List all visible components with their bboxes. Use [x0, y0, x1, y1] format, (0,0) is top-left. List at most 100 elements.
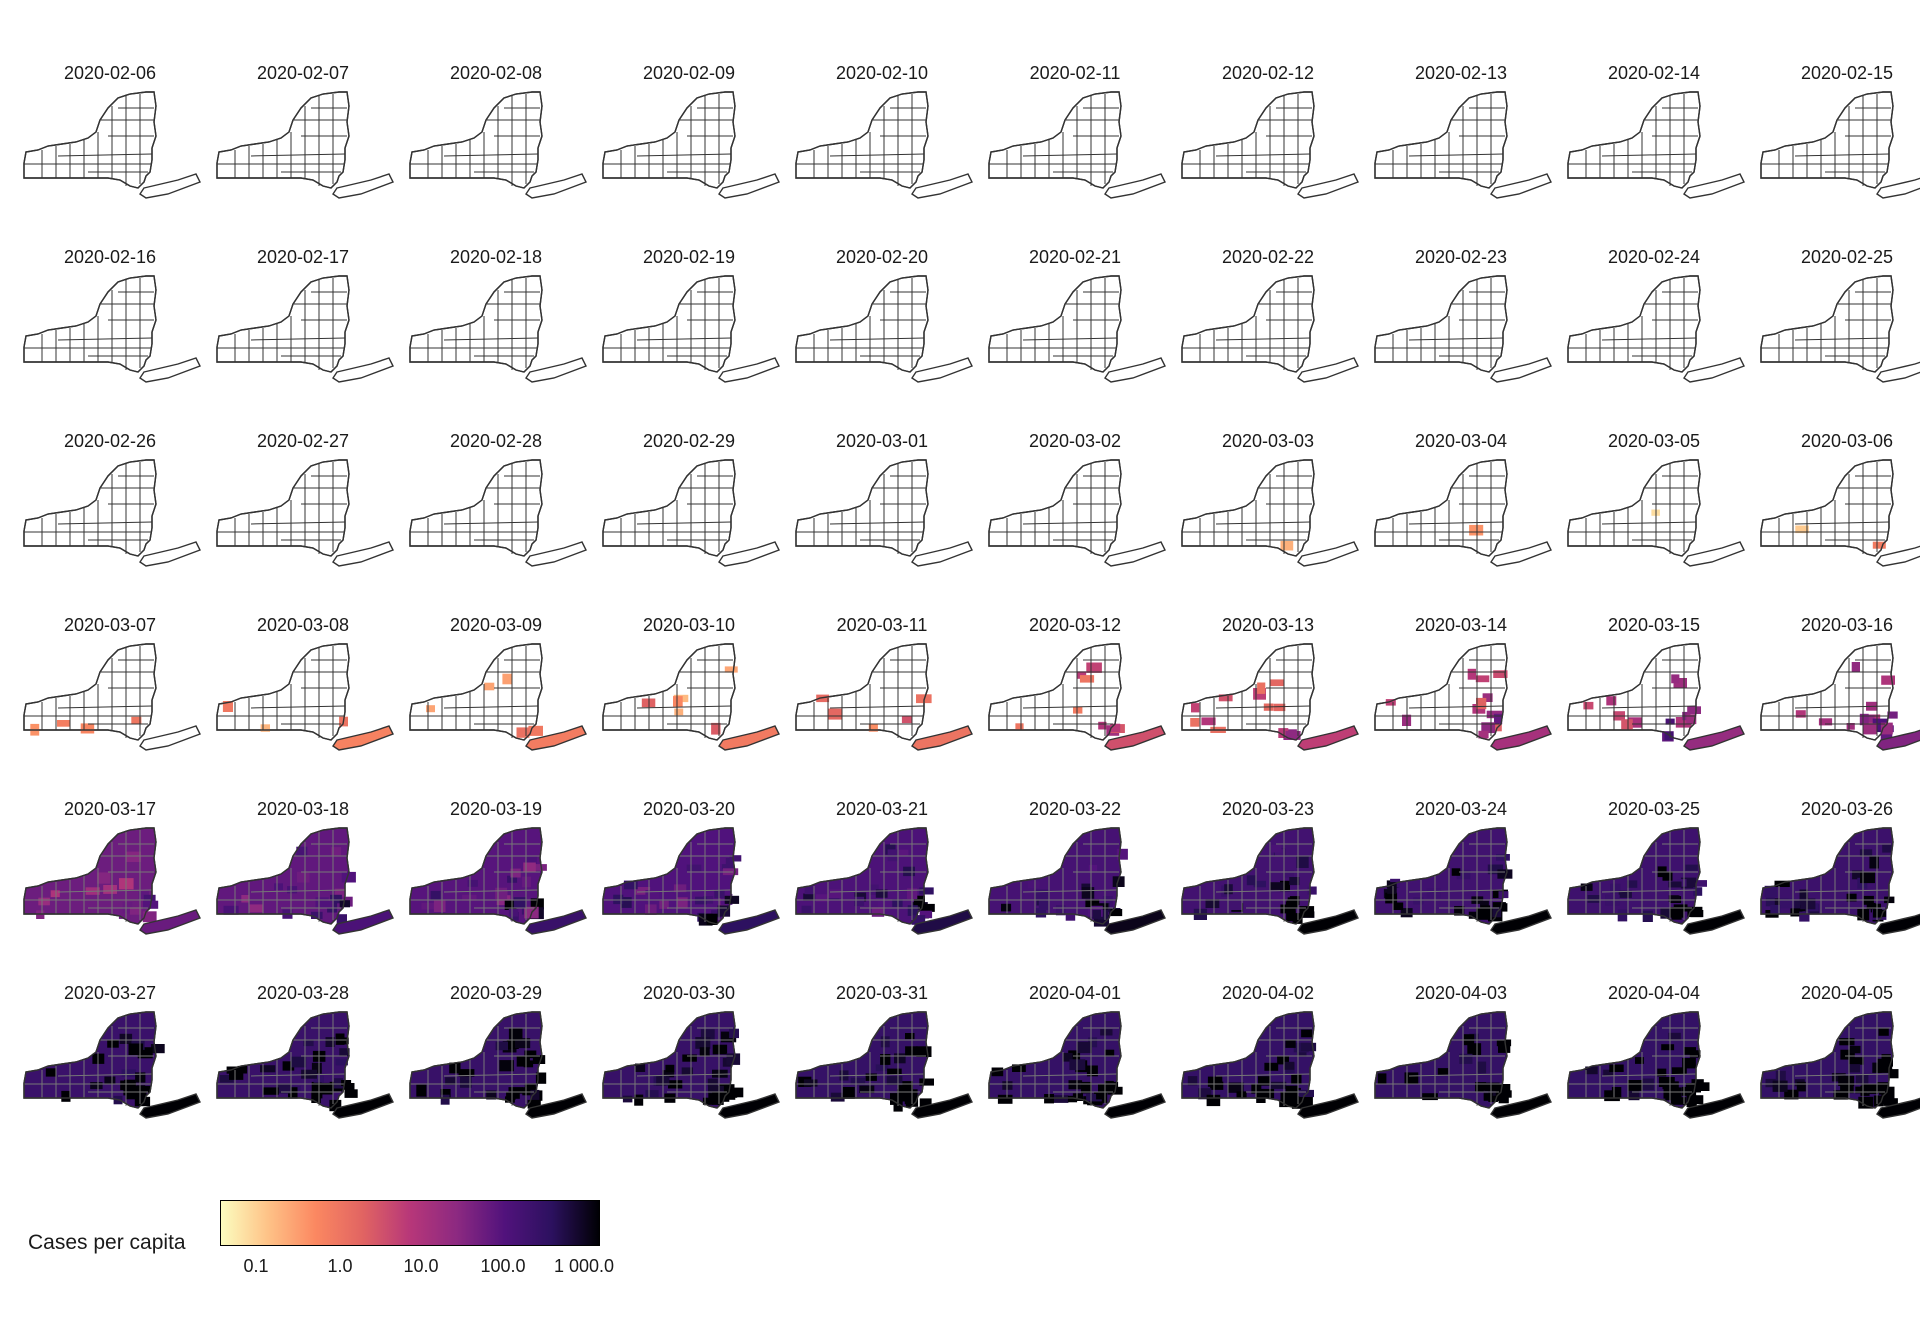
county-fill: [288, 1087, 298, 1099]
county-fill: [1300, 1042, 1317, 1052]
county-fill: [1392, 902, 1404, 910]
state-border: [1374, 91, 1508, 189]
county-fill: [1088, 1037, 1098, 1048]
county-fill: [1253, 880, 1266, 888]
long-island: [332, 357, 394, 383]
county-fill: [1671, 674, 1680, 684]
county-fill: [513, 897, 526, 908]
map-panel: 2020-02-11: [983, 62, 1167, 246]
county-fill: [1860, 872, 1875, 884]
state-map: [1567, 91, 1745, 199]
map-panel: 2020-03-01: [790, 430, 974, 614]
map-panel: 2020-04-05: [1755, 982, 1920, 1166]
county-fill: [1478, 730, 1489, 739]
state-border: [1181, 91, 1315, 189]
county-fill: [1852, 870, 1864, 880]
state-map: [1760, 275, 1920, 383]
county-fill: [1081, 1081, 1092, 1094]
map-panel: 2020-02-14: [1562, 62, 1746, 246]
county-fill: [1795, 525, 1809, 534]
county-fill: [123, 1086, 137, 1096]
county-border: [829, 889, 925, 893]
county-fill: [1385, 699, 1396, 706]
county-fill: [1849, 1045, 1861, 1054]
county-fill: [1846, 893, 1857, 902]
county-border: [636, 521, 732, 525]
state-map: [23, 827, 201, 935]
panel-date-label: 2020-03-12: [1028, 615, 1122, 635]
state-border: [409, 643, 543, 741]
state-border: [1374, 275, 1508, 373]
long-island: [718, 909, 780, 935]
map-panel: 2020-04-04: [1562, 982, 1746, 1166]
long-island: [718, 173, 780, 199]
county-fill: [1044, 1094, 1054, 1104]
map-panel: 2020-03-26: [1755, 798, 1920, 982]
state-border: [988, 827, 1122, 925]
county-fill: [336, 914, 347, 924]
county-fill: [325, 1037, 335, 1047]
county-fill: [816, 694, 830, 703]
county-fill: [1098, 721, 1107, 730]
map-panel: 2020-02-10: [790, 62, 974, 246]
state-outline: [795, 91, 929, 189]
county-border: [57, 705, 153, 709]
county-fill: [1677, 879, 1687, 887]
long-island: [332, 541, 394, 567]
county-fill: [522, 1087, 537, 1096]
county-fill: [287, 886, 298, 894]
state-map: [23, 1011, 201, 1119]
county-fill: [510, 868, 521, 878]
county-fill: [1687, 706, 1701, 714]
county-fill: [911, 915, 926, 925]
county-fill: [1301, 1029, 1313, 1038]
county-fill: [905, 1033, 915, 1040]
long-island: [1876, 361, 1920, 383]
county-fill: [319, 900, 334, 909]
county-fill: [1764, 885, 1778, 898]
map-panel: 2020-02-21: [983, 246, 1167, 430]
county-fill: [674, 708, 684, 716]
county-fill: [1258, 1076, 1271, 1086]
county-border: [1022, 337, 1118, 341]
county-fill: [1580, 883, 1593, 891]
county-fill: [724, 666, 738, 673]
panel-date-label: 2020-02-29: [642, 431, 736, 451]
county-fill: [1283, 870, 1294, 878]
county-fill: [426, 705, 435, 713]
county-border: [1408, 521, 1504, 525]
county-fill: [303, 1039, 314, 1047]
county-border: [829, 337, 925, 341]
county-fill: [1671, 1097, 1687, 1105]
county-fill: [339, 1083, 355, 1090]
county-fill: [1198, 1088, 1212, 1100]
county-fill: [898, 1081, 913, 1093]
panel-date-label: 2020-03-20: [642, 799, 736, 819]
county-fill: [1587, 895, 1600, 903]
long-island: [1683, 909, 1745, 935]
county-fill: [1218, 694, 1233, 702]
county-fill: [508, 1028, 523, 1040]
county-fill: [1300, 1097, 1313, 1109]
long-island: [1104, 909, 1166, 935]
state-outline: [409, 275, 543, 373]
state-map: [1567, 275, 1745, 383]
state-border: [216, 827, 350, 925]
state-border: [1374, 643, 1508, 741]
long-island: [139, 173, 201, 199]
county-fill: [1280, 1092, 1290, 1101]
map-panel: 2020-02-16: [18, 246, 202, 430]
map-panel: 2020-02-25: [1755, 246, 1920, 430]
map-panel: 2020-02-29: [597, 430, 781, 614]
panel-date-label: 2020-03-28: [256, 983, 350, 1003]
map-panel: 2020-03-11: [790, 614, 974, 798]
county-fill: [892, 1093, 908, 1102]
long-island: [718, 725, 780, 751]
county-fill: [1422, 1093, 1438, 1101]
long-island: [139, 1093, 201, 1119]
county-border: [250, 153, 346, 157]
state-map: [795, 643, 973, 751]
county-fill: [1881, 1054, 1891, 1066]
county-border: [1794, 153, 1890, 157]
county-fill: [495, 1041, 508, 1051]
